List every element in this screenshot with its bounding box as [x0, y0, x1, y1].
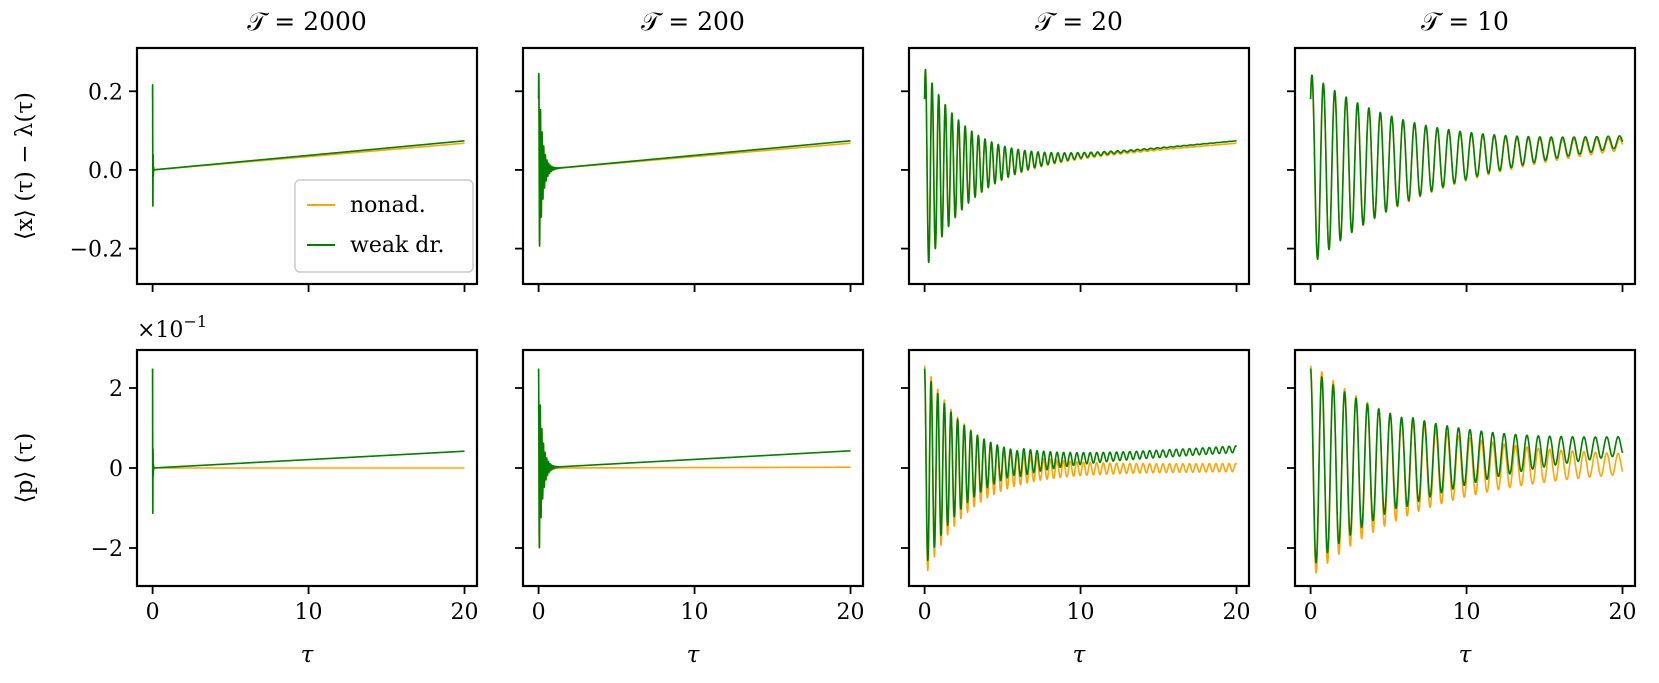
x-tick-label: 0	[146, 600, 160, 625]
series-weak-dr-line	[537, 367, 852, 549]
legend-label-nonad: nonad.	[350, 193, 426, 218]
x-tick-label: 20	[1223, 600, 1251, 625]
legend: nonad. weak dr.	[294, 179, 474, 273]
panel-row0-T20	[901, 46, 1251, 292]
panel-row0-T200	[515, 46, 865, 292]
y-multiplier-label: ×10−1	[137, 312, 207, 343]
series-weak-dr-line	[151, 84, 466, 207]
legend-label-weak-dr: weak dr.	[350, 233, 444, 258]
panel-frame	[1293, 348, 1637, 588]
x-tick-label: 0	[918, 600, 932, 625]
panel-row1-T20: 0 10 20 τ	[901, 348, 1251, 668]
x-axis-label-tau: τ	[301, 642, 315, 668]
y-tick-label: 0.0	[88, 159, 123, 184]
y-axis-label-p: ⟨p⟩ (τ)	[12, 433, 38, 504]
x-tick-label: 10	[681, 600, 709, 625]
x-tick-label: 10	[1453, 600, 1481, 625]
series-weak-dr-line	[1309, 368, 1624, 564]
x-tick-label: 0	[1304, 600, 1318, 625]
x-tick-label: 10	[1067, 600, 1095, 625]
y-tick-label: 2	[109, 377, 123, 402]
y-tick-label: −0.2	[70, 238, 123, 263]
series-weak-dr-line	[1309, 74, 1624, 260]
series-weak-dr-line	[151, 368, 466, 514]
x-tick-label: 20	[1609, 600, 1637, 625]
y-tick-label: −2	[91, 537, 123, 562]
legend-box	[294, 179, 474, 273]
x-axis-label-tau: τ	[687, 642, 701, 668]
series-weak-dr-line	[923, 68, 1238, 264]
panel-row1-T2000: 0 10 20 −2 0 2 τ	[91, 348, 479, 668]
series-nonad-line	[151, 368, 466, 514]
x-tick-label: 0	[532, 600, 546, 625]
y-tick-label: 0.2	[88, 80, 123, 105]
x-tick-label: 10	[295, 600, 323, 625]
x-tick-label: 20	[837, 600, 865, 625]
x-axis-label-tau: τ	[1073, 642, 1087, 668]
column-title-10: 𝒯 = 10	[1421, 7, 1509, 36]
panel-row0-T10	[1287, 46, 1637, 292]
panel-frame	[1293, 46, 1637, 286]
series-weak-dr-line	[537, 72, 852, 247]
x-tick-label: 20	[451, 600, 479, 625]
column-title-20: 𝒯 = 20	[1035, 7, 1123, 36]
panel-frame	[907, 46, 1251, 286]
panel-row1-T10: 0 10 20 τ	[1287, 348, 1637, 668]
column-title-200: 𝒯 = 200	[641, 7, 745, 36]
series-weak-dr-line	[923, 368, 1238, 562]
x-axis-label-tau: τ	[1459, 642, 1473, 668]
y-tick-label: 0	[109, 457, 123, 482]
column-title-2000: 𝒯 = 2000	[247, 7, 367, 36]
y-axis-label-x-minus-lambda: ⟨x⟩ (τ) − λ(τ)	[12, 92, 38, 240]
panel-row1-T200: 0 10 20 τ	[515, 348, 865, 668]
